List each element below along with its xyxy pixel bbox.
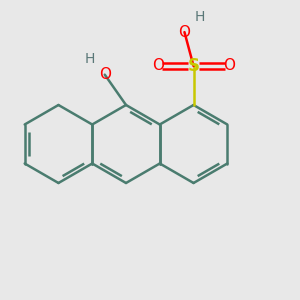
Text: O: O — [152, 58, 164, 74]
Text: O: O — [224, 58, 236, 74]
Text: H: H — [194, 10, 205, 24]
Text: S: S — [188, 57, 200, 75]
Text: O: O — [178, 25, 190, 40]
Text: O: O — [99, 67, 111, 82]
Text: H: H — [84, 52, 95, 67]
